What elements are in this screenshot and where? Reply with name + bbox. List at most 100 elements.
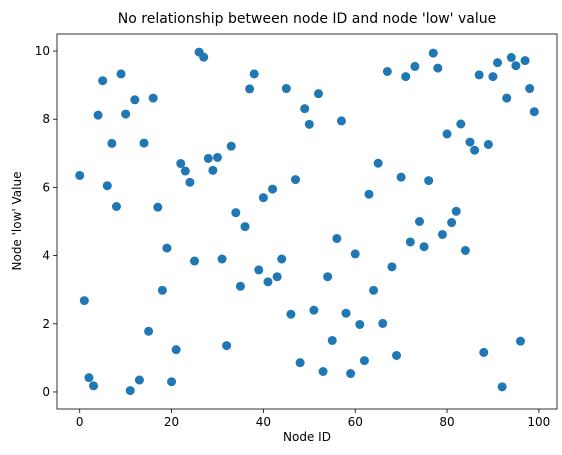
point xyxy=(272,272,282,282)
y-tick-label: 4 xyxy=(42,249,50,263)
point xyxy=(125,386,135,396)
point xyxy=(167,377,177,387)
point xyxy=(396,172,406,182)
point xyxy=(497,382,507,392)
point xyxy=(529,107,539,117)
point xyxy=(258,193,268,203)
point xyxy=(130,95,140,105)
point xyxy=(153,202,163,212)
point xyxy=(249,69,259,79)
point xyxy=(116,69,126,79)
x-tick-label: 20 xyxy=(164,415,179,429)
point xyxy=(144,326,154,336)
point xyxy=(199,52,209,62)
point xyxy=(286,309,296,319)
point xyxy=(364,189,374,199)
point xyxy=(332,234,342,244)
point xyxy=(277,254,287,264)
point xyxy=(185,177,195,187)
point xyxy=(483,139,493,149)
point xyxy=(419,242,429,252)
point xyxy=(102,181,112,191)
point xyxy=(327,335,337,345)
point xyxy=(336,116,346,126)
point xyxy=(447,218,457,228)
x-tick-label: 40 xyxy=(256,415,271,429)
point xyxy=(373,158,383,168)
point xyxy=(442,129,452,139)
point xyxy=(470,145,480,155)
point xyxy=(437,229,447,239)
point xyxy=(323,272,333,282)
point xyxy=(414,217,424,226)
point xyxy=(157,285,167,295)
point xyxy=(465,137,475,147)
point xyxy=(111,202,121,211)
point xyxy=(479,347,489,357)
point xyxy=(410,61,420,71)
point xyxy=(506,53,516,63)
y-axis-label: Node 'low' Value xyxy=(10,172,24,271)
point xyxy=(392,350,402,360)
point xyxy=(98,76,108,86)
point xyxy=(226,141,236,151)
point xyxy=(162,243,172,253)
point xyxy=(89,381,99,391)
point xyxy=(515,336,525,346)
point xyxy=(134,375,144,385)
x-axis-label: Node ID xyxy=(283,430,331,444)
point xyxy=(300,104,310,114)
point xyxy=(313,89,323,99)
point xyxy=(180,166,190,176)
point xyxy=(346,369,356,379)
point xyxy=(355,319,365,329)
point xyxy=(401,72,411,82)
point xyxy=(378,318,388,328)
point xyxy=(93,110,103,120)
point xyxy=(176,159,186,169)
point xyxy=(121,109,131,119)
point xyxy=(139,138,149,148)
point xyxy=(424,176,434,186)
point xyxy=(291,175,301,185)
point xyxy=(502,93,512,103)
point xyxy=(525,84,535,94)
y-tick-label: 8 xyxy=(42,112,50,126)
point xyxy=(309,305,319,315)
point xyxy=(387,262,397,272)
point xyxy=(268,184,278,194)
point xyxy=(382,67,392,76)
point xyxy=(295,358,305,368)
point xyxy=(511,61,521,71)
point xyxy=(75,170,85,180)
point xyxy=(318,367,328,376)
point xyxy=(107,138,117,148)
y-tick-label: 2 xyxy=(42,317,50,331)
point xyxy=(433,63,443,73)
point xyxy=(460,245,470,255)
chart-title: No relationship between node ID and node… xyxy=(118,11,496,27)
x-tick-label: 0 xyxy=(76,415,84,429)
point xyxy=(240,222,250,232)
point xyxy=(222,341,232,351)
x-tick-label: 100 xyxy=(527,415,550,429)
point xyxy=(235,281,245,291)
point xyxy=(359,356,369,366)
point xyxy=(203,153,213,163)
point xyxy=(190,256,200,266)
point xyxy=(217,254,227,264)
point xyxy=(520,56,530,66)
point xyxy=(263,277,273,287)
point xyxy=(171,345,181,355)
x-tick-label: 60 xyxy=(348,415,363,429)
point xyxy=(245,84,255,94)
point xyxy=(369,285,379,295)
point xyxy=(341,308,351,318)
point xyxy=(350,249,360,259)
point xyxy=(79,296,89,306)
point xyxy=(212,152,222,162)
point xyxy=(493,58,503,68)
point xyxy=(474,70,484,80)
point xyxy=(456,119,466,129)
